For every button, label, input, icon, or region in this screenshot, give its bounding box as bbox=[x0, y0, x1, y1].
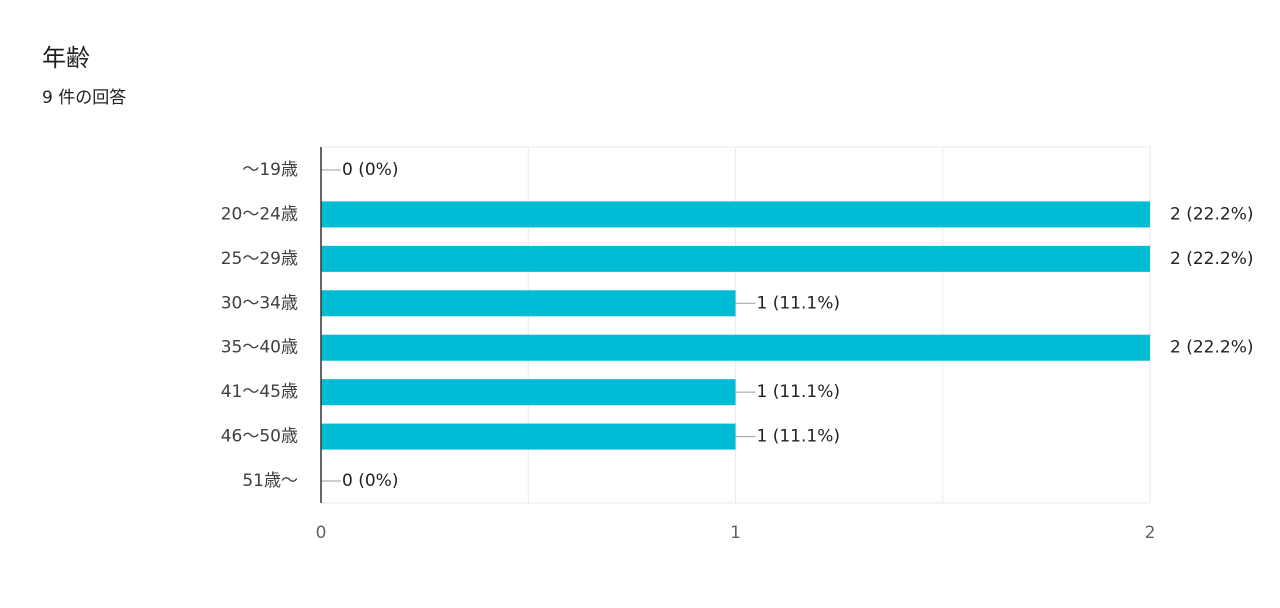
category-label: 41〜45歳 bbox=[221, 382, 298, 402]
grid-lines bbox=[320, 146, 1151, 504]
category-label: 46〜50歳 bbox=[221, 427, 298, 447]
data-label: 1 (11.1%) bbox=[757, 293, 841, 313]
chart-title: 年齢 bbox=[42, 44, 90, 72]
data-label: 1 (11.1%) bbox=[757, 427, 841, 447]
data-label: 1 (11.1%) bbox=[757, 382, 841, 402]
category-label: 51歳〜 bbox=[242, 471, 298, 491]
bars bbox=[321, 201, 1150, 450]
category-label: 25〜29歳 bbox=[221, 249, 298, 269]
data-label: 2 (22.2%) bbox=[1170, 338, 1254, 358]
bar bbox=[321, 423, 736, 450]
bar bbox=[321, 245, 1150, 272]
labels: 0 1 2 〜19歳 0 (0%) 20〜24歳 2 (22.2%) 25〜29歳 2 (22.… bbox=[221, 147, 1254, 543]
x-tick-label: 0 bbox=[316, 523, 327, 543]
data-label: 2 (22.2%) bbox=[1170, 204, 1254, 224]
bar bbox=[321, 379, 736, 406]
data-label: 0 (0%) bbox=[342, 471, 398, 491]
data-label: 0 (0%) bbox=[342, 160, 398, 180]
bar bbox=[321, 201, 1150, 228]
data-label: 2 (22.2%) bbox=[1170, 249, 1254, 269]
bar bbox=[321, 290, 736, 317]
category-label: 〜19歳 bbox=[242, 160, 298, 180]
category-label: 35〜40歳 bbox=[221, 338, 298, 358]
category-label: 30〜34歳 bbox=[221, 293, 298, 313]
response-count: 9 件の回答 bbox=[42, 88, 127, 108]
bar bbox=[321, 334, 1150, 361]
x-tick-label: 1 bbox=[730, 523, 741, 543]
x-tick-label: 2 bbox=[1145, 523, 1156, 543]
category-label: 20〜24歳 bbox=[221, 204, 298, 224]
